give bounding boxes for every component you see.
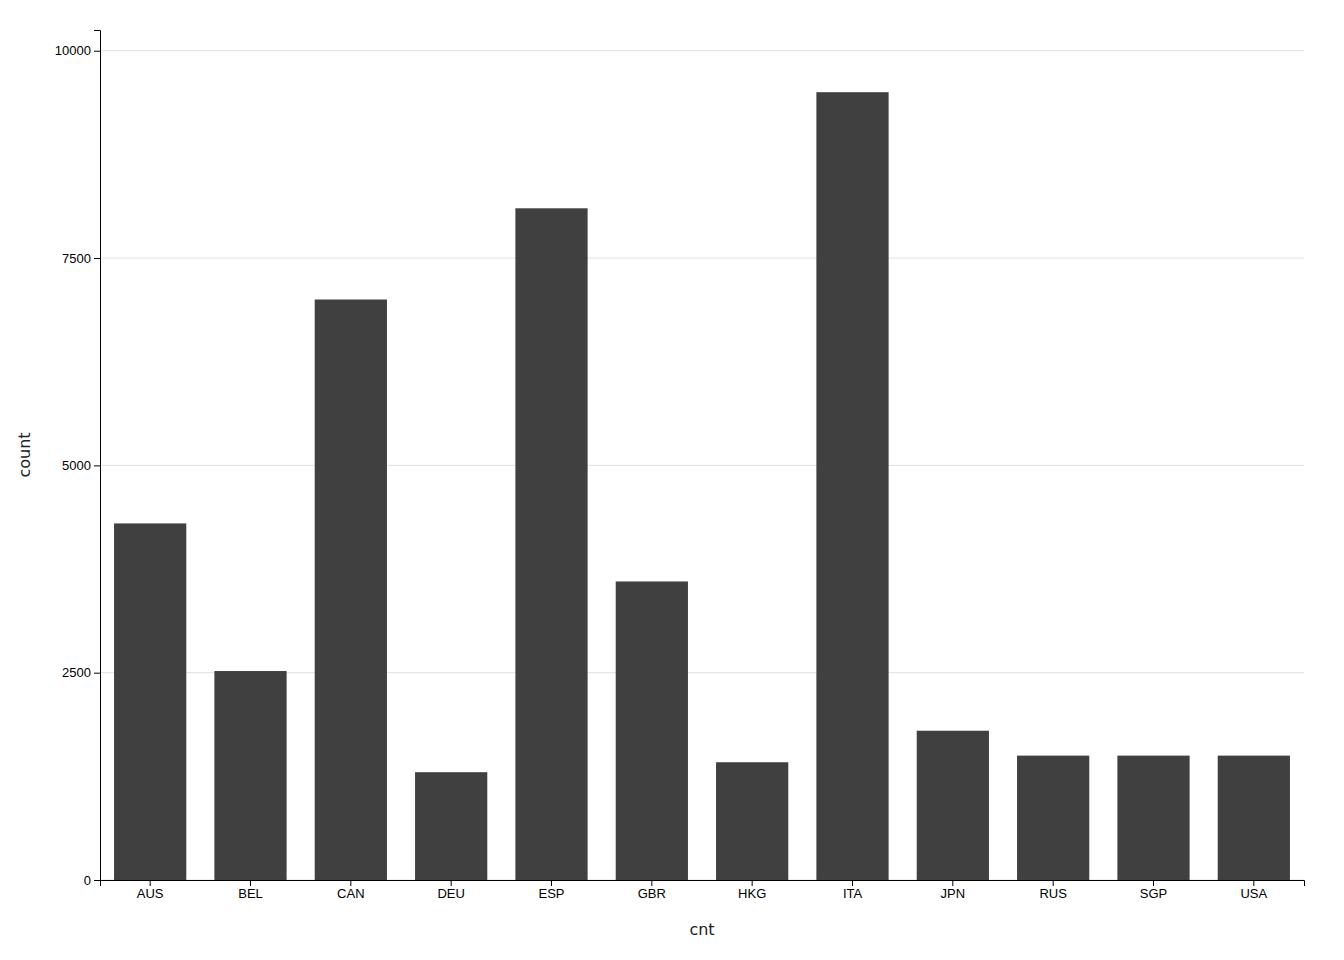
bar (114, 523, 186, 880)
chart: AUS BEL CAN DEU ESP GBR HKG ITA JPN RUS SGP USA 0 250… (0, 0, 1344, 960)
tick: CAN (337, 880, 364, 901)
grid (100, 51, 1304, 880)
tick-label: ITA (843, 886, 863, 901)
bar (415, 772, 487, 880)
bar (315, 300, 387, 880)
tick-mark (752, 880, 753, 886)
tick-label: 0 (84, 873, 91, 888)
grid-line (100, 465, 1304, 466)
tick-mark (94, 880, 100, 881)
bar (515, 208, 587, 880)
tick-label: USA (1240, 886, 1267, 901)
bars (114, 92, 1290, 880)
tick-mark (94, 258, 100, 259)
bar (1117, 756, 1189, 880)
tick: 10000 (55, 43, 100, 58)
x-axis: AUS BEL CAN DEU ESP GBR HKG ITA JPN RUS SGP USA (101, 880, 1305, 901)
tick-label: CAN (337, 886, 364, 901)
tick-label: RUS (1039, 886, 1067, 901)
tick-mark (451, 880, 452, 886)
tick-mark (94, 673, 100, 674)
tick-label: 10000 (55, 43, 91, 58)
tick-mark (94, 51, 100, 52)
tick-mark (350, 880, 351, 886)
tick-label: 2500 (62, 665, 91, 680)
tick-mark (551, 880, 552, 886)
tick: 2500 (62, 665, 100, 680)
tick: SGP (1140, 880, 1167, 901)
axis-line (94, 31, 101, 881)
tick-mark (1053, 880, 1054, 886)
tick-label: 5000 (62, 458, 91, 473)
tick-label: DEU (437, 886, 464, 901)
tick-label: BEL (238, 886, 263, 901)
tick-label: 7500 (62, 251, 91, 266)
tick: BEL (238, 880, 263, 901)
grid-line (100, 258, 1304, 259)
tick-mark (651, 880, 652, 886)
tick-mark (1253, 880, 1254, 886)
tick: RUS (1039, 880, 1067, 901)
tick-mark (952, 880, 953, 886)
x-axis-title: cnt (689, 920, 714, 939)
axis-line (101, 881, 1305, 887)
tick-label: HKG (738, 886, 766, 901)
tick: 0 (84, 873, 100, 888)
tick: ESP (538, 880, 564, 901)
tick-label: SGP (1140, 886, 1167, 901)
y-axis-title: count (15, 432, 34, 477)
tick-label: ESP (538, 886, 564, 901)
tick: 5000 (62, 458, 100, 473)
bar (716, 762, 788, 880)
tick: GBR (638, 880, 666, 901)
tick-mark (94, 465, 100, 466)
tick: DEU (437, 880, 464, 901)
tick: JPN (941, 880, 966, 901)
y-axis: 0 2500 5000 7500 10000 (55, 31, 101, 888)
tick: HKG (738, 880, 766, 901)
bar (816, 92, 888, 880)
tick-mark (852, 880, 853, 886)
bar (616, 581, 688, 880)
tick: 7500 (62, 251, 100, 266)
tick: AUS (137, 880, 164, 901)
tick: ITA (843, 880, 863, 901)
tick-mark (1153, 880, 1154, 886)
bar (1017, 756, 1089, 880)
grid-line (100, 50, 1304, 51)
bar (214, 671, 286, 880)
bar (1218, 756, 1290, 880)
tick-mark (150, 880, 151, 886)
tick: USA (1240, 880, 1267, 901)
tick-mark (250, 880, 251, 886)
tick-label: GBR (638, 886, 666, 901)
plot-area: AUS BEL CAN DEU ESP GBR HKG ITA JPN RUS SGP USA 0 250… (55, 31, 1305, 902)
tick-label: JPN (941, 886, 966, 901)
tick-label: AUS (137, 886, 164, 901)
bar (917, 731, 989, 880)
